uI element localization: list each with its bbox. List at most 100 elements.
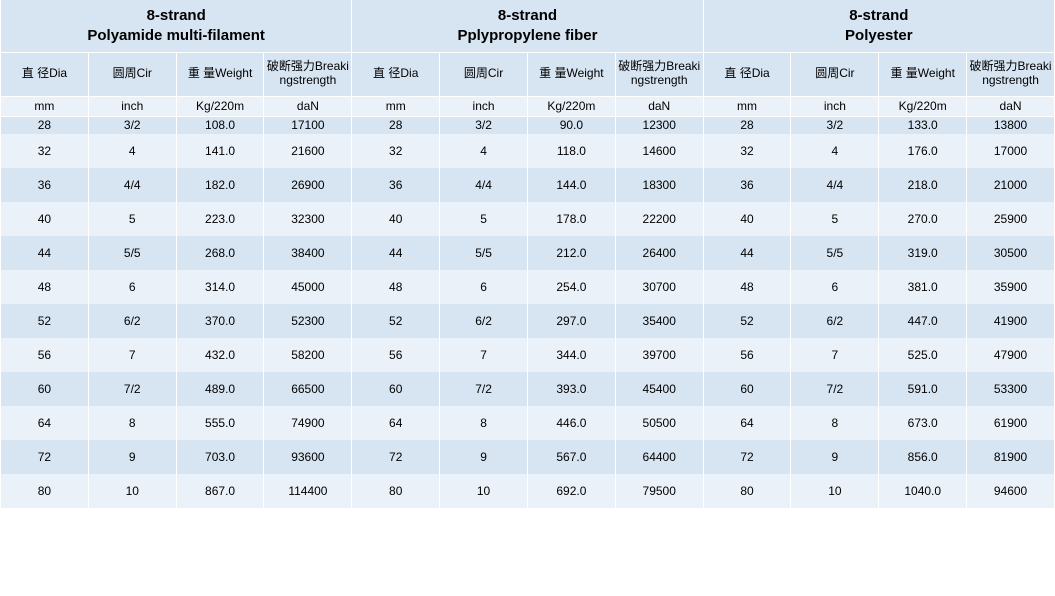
table-cell: 17000 — [967, 134, 1055, 168]
table-cell: 58200 — [264, 338, 352, 372]
table-cell: 52 — [1, 304, 89, 338]
table-cell: 114400 — [264, 474, 352, 508]
table-cell: 176.0 — [879, 134, 967, 168]
table-cell: 32 — [1, 134, 89, 168]
table-cell: 223.0 — [176, 202, 264, 236]
table-cell: 53300 — [967, 372, 1055, 406]
table-row: 607/2489.066500607/2393.045400607/2591.0… — [1, 372, 1055, 406]
table-cell: 5 — [440, 202, 528, 236]
table-cell: 4 — [88, 134, 176, 168]
table-cell: 64 — [703, 406, 791, 440]
table-cell: 447.0 — [879, 304, 967, 338]
table-cell: 66500 — [264, 372, 352, 406]
table-cell: 5/5 — [791, 236, 879, 270]
table-cell: 61900 — [967, 406, 1055, 440]
table-cell: 39700 — [615, 338, 703, 372]
table-cell: 56 — [1, 338, 89, 372]
section-1-line2: Polyamide multi-filament — [87, 27, 265, 44]
section-title-3: 8-strand Polyester — [703, 0, 1054, 52]
unit-cir-3: inch — [791, 96, 879, 116]
table-cell: 856.0 — [879, 440, 967, 474]
table-cell: 90.0 — [527, 116, 615, 134]
table-row: 526/2370.052300526/2297.035400526/2447.0… — [1, 304, 1055, 338]
table-cell: 108.0 — [176, 116, 264, 134]
table-cell: 30700 — [615, 270, 703, 304]
col-weight-1: 重 量Weight — [176, 52, 264, 96]
table-cell: 81900 — [967, 440, 1055, 474]
table-cell: 673.0 — [879, 406, 967, 440]
table-cell: 12300 — [615, 116, 703, 134]
table-cell: 9 — [791, 440, 879, 474]
table-cell: 3/2 — [440, 116, 528, 134]
table-cell: 5/5 — [440, 236, 528, 270]
col-dia-3: 直 径Dia — [703, 52, 791, 96]
unit-cir-2: inch — [440, 96, 528, 116]
col-cir-3: 圆周Cir — [791, 52, 879, 96]
table-cell: 21000 — [967, 168, 1055, 202]
table-cell: 141.0 — [176, 134, 264, 168]
table-cell: 6/2 — [791, 304, 879, 338]
unit-weight-3: Kg/220m — [879, 96, 967, 116]
table-cell: 4 — [440, 134, 528, 168]
table-cell: 36 — [1, 168, 89, 202]
table-cell: 28 — [352, 116, 440, 134]
table-cell: 72 — [1, 440, 89, 474]
table-cell: 40 — [1, 202, 89, 236]
table-cell: 446.0 — [527, 406, 615, 440]
unit-cir-1: inch — [88, 96, 176, 116]
table-cell: 5 — [88, 202, 176, 236]
unit-break-3: daN — [967, 96, 1055, 116]
table-cell: 28 — [1, 116, 89, 134]
table-row: 405223.032300405178.022200405270.025900 — [1, 202, 1055, 236]
table-cell: 60 — [1, 372, 89, 406]
table-cell: 212.0 — [527, 236, 615, 270]
unit-dia-2: mm — [352, 96, 440, 116]
section-title-1: 8-strand Polyamide multi-filament — [1, 0, 352, 52]
table-cell: 44 — [703, 236, 791, 270]
table-cell: 38400 — [264, 236, 352, 270]
col-dia-1: 直 径Dia — [1, 52, 89, 96]
table-cell: 48 — [703, 270, 791, 304]
table-cell: 52300 — [264, 304, 352, 338]
column-header-row: 直 径Dia 圆周Cir 重 量Weight 破断强力Breakingstren… — [1, 52, 1055, 96]
table-cell: 703.0 — [176, 440, 264, 474]
table-cell: 44 — [352, 236, 440, 270]
section-1-line1: 8-strand — [147, 7, 206, 24]
table-cell: 525.0 — [879, 338, 967, 372]
table-cell: 8 — [440, 406, 528, 440]
table-cell: 79500 — [615, 474, 703, 508]
table-cell: 74900 — [264, 406, 352, 440]
table-cell: 8 — [88, 406, 176, 440]
table-cell: 9 — [88, 440, 176, 474]
table-row: 486314.045000486254.030700486381.035900 — [1, 270, 1055, 304]
table-cell: 1040.0 — [879, 474, 967, 508]
section-title-2: 8-strand Pplypropylene fiber — [352, 0, 703, 52]
table-row: 324141.021600324118.014600324176.017000 — [1, 134, 1055, 168]
table-cell: 591.0 — [879, 372, 967, 406]
table-cell: 319.0 — [879, 236, 967, 270]
table-cell: 270.0 — [879, 202, 967, 236]
col-weight-2: 重 量Weight — [527, 52, 615, 96]
table-cell: 133.0 — [879, 116, 967, 134]
table-cell: 6/2 — [88, 304, 176, 338]
table-cell: 40 — [352, 202, 440, 236]
rope-spec-table: 8-strand Polyamide multi-filament 8-stra… — [0, 0, 1055, 508]
table-cell: 3/2 — [791, 116, 879, 134]
section-2-line2: Pplypropylene fiber — [457, 27, 597, 44]
table-cell: 60 — [352, 372, 440, 406]
table-cell: 47900 — [967, 338, 1055, 372]
col-break-1: 破断强力Breakingstrength — [264, 52, 352, 96]
table-cell: 56 — [352, 338, 440, 372]
section-3-line1: 8-strand — [849, 7, 908, 24]
table-cell: 14600 — [615, 134, 703, 168]
unit-weight-1: Kg/220m — [176, 96, 264, 116]
table-cell: 35900 — [967, 270, 1055, 304]
table-cell: 45400 — [615, 372, 703, 406]
table-cell: 52 — [352, 304, 440, 338]
table-cell: 4/4 — [440, 168, 528, 202]
table-cell: 80 — [703, 474, 791, 508]
table-cell: 17100 — [264, 116, 352, 134]
col-weight-3: 重 量Weight — [879, 52, 967, 96]
table-cell: 32 — [352, 134, 440, 168]
unit-dia-3: mm — [703, 96, 791, 116]
